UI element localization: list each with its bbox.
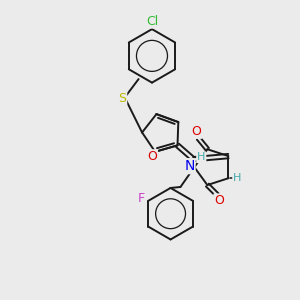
Text: O: O [191,125,201,138]
Text: H: H [233,173,242,183]
Text: Cl: Cl [146,15,158,28]
Text: O: O [214,194,224,207]
Text: S: S [118,92,126,105]
Text: O: O [147,150,157,163]
Text: H: H [197,152,206,162]
Text: F: F [138,192,145,206]
Text: N: N [184,159,195,173]
